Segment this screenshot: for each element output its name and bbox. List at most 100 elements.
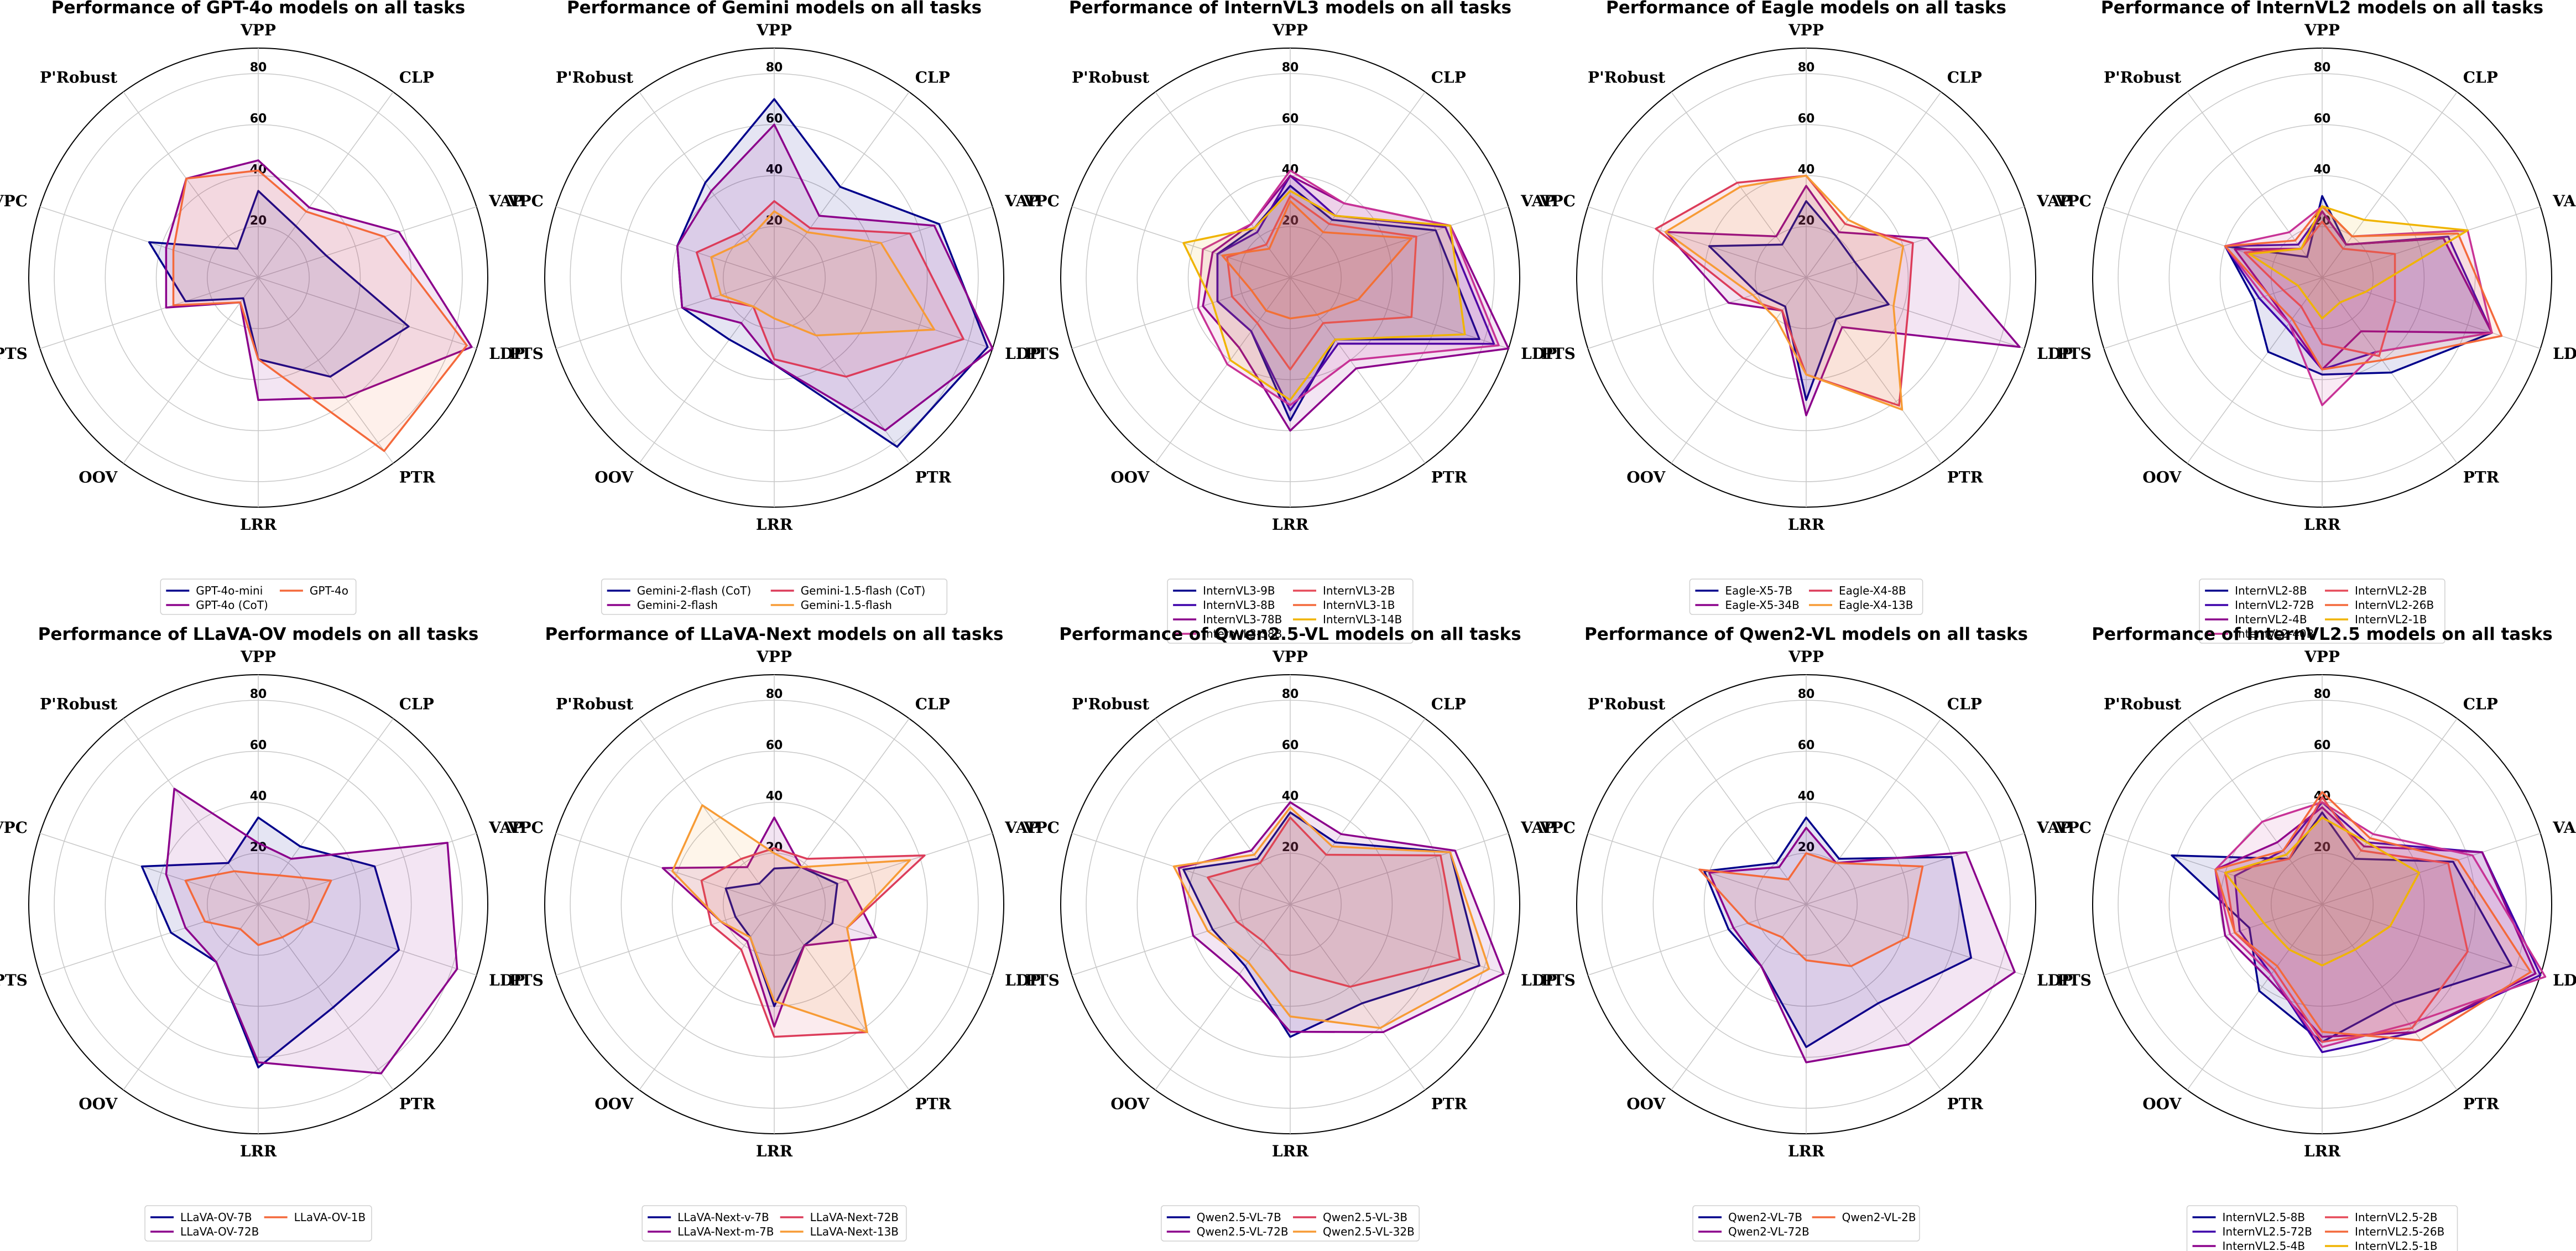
axis-label-oov: OOV: [1626, 468, 1666, 487]
grid-spoke: [1290, 277, 1509, 349]
radial-tick-label: 60: [1798, 112, 1815, 126]
legend-box: [1161, 1205, 1420, 1242]
series-internvl2-5-4b: [2214, 806, 2537, 1038]
grid-spoke: [1290, 833, 1509, 905]
radial-tick-label: 40: [1798, 163, 1815, 177]
series-qwen2-vl-72b: [1708, 826, 2016, 1064]
chart-title: Performance of InternVL2.5 models on all…: [2092, 624, 2553, 644]
radial-tick-label: 80: [766, 61, 783, 75]
legend-label: LLaVA-Next-v-7B: [677, 1211, 769, 1224]
grid-spoke: [1806, 277, 2025, 349]
axis-label-vap: VAP: [488, 819, 523, 837]
axis-label-probust: P'Robust: [556, 695, 633, 713]
axis-label-probust: P'Robust: [556, 68, 633, 86]
legend: InternVL2-8BInternVL2-72BInternVL2-4BInt…: [2199, 578, 2445, 644]
axis-label-probust: P'Robust: [1072, 695, 1149, 713]
radial-tick-label: 60: [250, 112, 267, 126]
grid-spoke: [1072, 277, 1291, 349]
grid-spoke: [258, 904, 477, 976]
legend-label: Qwen2.5-VL-72B: [1197, 1225, 1289, 1238]
axis-label-ldp: LDP: [2037, 971, 2073, 989]
radar-chart-7: Performance of LLaVA-Next models on all …: [507, 624, 1041, 1242]
grid-spoke: [1588, 206, 1807, 278]
axis-label-probust: P'Robust: [1588, 695, 1665, 713]
grid-spoke: [1806, 904, 1942, 1091]
grid-spoke: [1588, 833, 1807, 905]
grid-spoke: [774, 904, 910, 1091]
axis-label-ldp: LDP: [2553, 345, 2576, 363]
grid-spoke: [1806, 833, 2025, 905]
axis-label-ptr: PTR: [915, 1095, 952, 1113]
legend-box: [601, 578, 948, 615]
grid-spoke: [2322, 206, 2541, 278]
legend-box: [1689, 578, 1923, 615]
grid-spoke: [258, 277, 477, 349]
grid-spoke: [1588, 277, 1807, 349]
legend-label: Qwen2.5-VL-32B: [1323, 1225, 1415, 1238]
legend-label: InternVL2-1B: [2355, 613, 2427, 626]
chart-title: Performance of Eagle models on all tasks: [1606, 0, 2006, 18]
series-internvl2-5-26b: [2214, 791, 2532, 1041]
grid-spoke: [2104, 206, 2323, 278]
grid-spoke: [774, 91, 910, 278]
axis-label-ldp: LDP: [2037, 345, 2073, 363]
legend-label: Gemini-1.5-flash: [801, 598, 892, 612]
grid-spoke: [1155, 904, 1291, 1091]
axis-label-ldp: LDP: [1005, 971, 1041, 989]
legend-label: Qwen2.5-VL-7B: [1197, 1211, 1281, 1224]
axis-label-vap: VAP: [1004, 819, 1039, 837]
series-eagle-x5-7b: [1708, 200, 1890, 402]
axis-label-ptr: PTR: [1431, 1095, 1468, 1113]
axis-label-ptr: PTR: [1947, 468, 1984, 487]
axis-label-lrr: LRR: [756, 515, 793, 534]
legend-label: InternVL2.5-72B: [2223, 1225, 2312, 1238]
axis-label-vap: VAP: [1520, 192, 1555, 210]
grid-spoke: [774, 718, 910, 905]
chart-title: Performance of Gemini models on all task…: [567, 0, 982, 18]
radar-chart-9: Performance of Qwen2-VL models on all ta…: [1539, 624, 2073, 1242]
series-internvl2-2b: [2243, 220, 2396, 357]
axis-label-ptr: PTR: [399, 1095, 436, 1113]
axis-label-oov: OOV: [79, 468, 118, 487]
axis-label-oov: OOV: [2142, 468, 2182, 487]
axis-label-vap: VAP: [2036, 192, 2071, 210]
axis-label-clp: CLP: [1431, 68, 1466, 86]
series-llava-ov-72b: [165, 788, 458, 1075]
axis-label-vap: VAP: [2552, 192, 2576, 210]
axis-label-vpp: VPP: [1272, 648, 1308, 666]
grid-spoke: [556, 904, 775, 976]
axis-label-vpp: VPP: [2304, 648, 2340, 666]
series-llava-next-13b: [671, 804, 911, 1034]
grid-spoke: [556, 277, 775, 349]
axis-label-clp: CLP: [1431, 695, 1466, 713]
radial-tick-label: 40: [766, 790, 783, 804]
axis-label-ldp: LDP: [489, 345, 525, 363]
axis-label-lrr: LRR: [240, 515, 277, 534]
legend-label: LLaVA-Next-13B: [810, 1225, 899, 1238]
grid-spoke: [123, 277, 259, 464]
legend: InternVL3-9BInternVL3-8BInternVL3-78BInt…: [1167, 578, 1414, 644]
radial-tick-label: 80: [1798, 687, 1815, 701]
axis-label-ldp: LDP: [1521, 345, 1557, 363]
legend-label: InternVL3-1B: [1323, 598, 1395, 612]
grid-spoke: [2187, 718, 2323, 905]
axis-label-vpp: VPP: [1788, 648, 1824, 666]
grid-spoke: [556, 206, 775, 278]
axis-label-vpc: VPC: [0, 819, 28, 837]
series-qwen2-5-vl-32b: [1172, 806, 1490, 1029]
chart-title: Performance of LLaVA-OV models on all ta…: [38, 624, 479, 644]
axis-label-oov: OOV: [1626, 1095, 1666, 1113]
legend-label: Eagle-X4-8B: [1839, 584, 1906, 597]
legend-box: [2199, 578, 2445, 644]
legend-label: LLaVA-Next-m-7B: [677, 1225, 774, 1238]
grid-spoke: [1290, 718, 1426, 905]
grid-spoke: [639, 277, 775, 464]
radial-tick-label: 20: [2314, 841, 2331, 854]
series-internvl3-14b: [1182, 190, 1466, 402]
grid-spoke: [40, 833, 259, 905]
radial-tick-label: 80: [1282, 61, 1299, 75]
legend-label: InternVL2-72B: [2235, 598, 2314, 612]
